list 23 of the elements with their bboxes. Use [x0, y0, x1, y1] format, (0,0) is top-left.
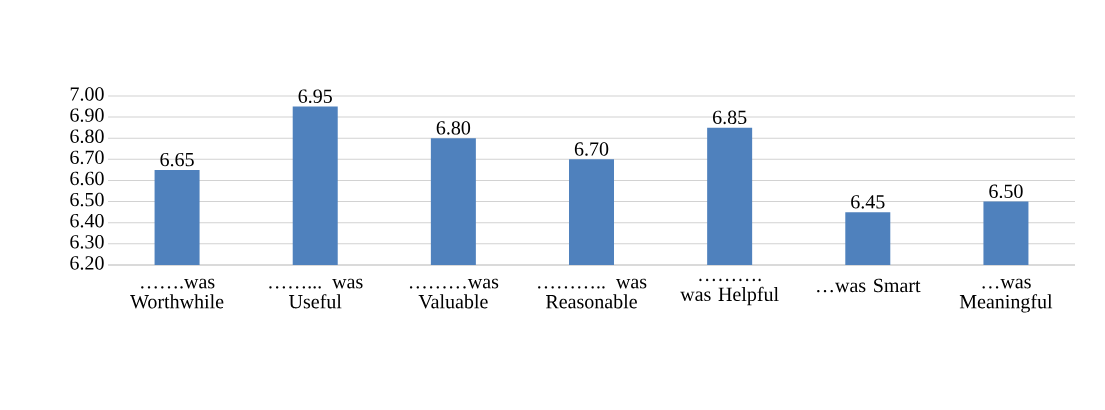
- y-tick-label: 6.80: [70, 129, 104, 144]
- y-tick-label: 6.50: [70, 192, 104, 207]
- data-label: 6.65: [160, 152, 194, 167]
- y-tick-label: 6.70: [70, 150, 104, 165]
- data-label: 6.45: [851, 195, 885, 209]
- data-label: 6.85: [713, 110, 747, 125]
- data-label: 6.95: [298, 89, 332, 104]
- x-tick-label: ……... was Useful: [269, 278, 363, 309]
- y-tick-label: 6.20: [70, 256, 104, 270]
- y-tick-label: 6.40: [70, 213, 104, 228]
- x-tick-label: ……….. was Reasonable: [538, 278, 647, 309]
- x-tick-label: ………was Valuable: [409, 278, 499, 309]
- x-tick-label: ………. was Helpful: [680, 278, 779, 306]
- data-label: 6.70: [574, 142, 609, 156]
- y-tick-label: 6.60: [70, 171, 104, 186]
- x-tick-label: …was Smart: [817, 278, 921, 293]
- x-tick-label: …….was Worthwhile: [130, 278, 224, 309]
- y-tick-label: 7.00: [70, 87, 104, 101]
- data-label: 6.50: [989, 184, 1023, 199]
- x-tick-label: …was Meaningful: [959, 278, 1053, 313]
- y-tick-label: 6.90: [70, 108, 104, 122]
- data-label: 6.80: [436, 121, 471, 135]
- y-tick-label: 6.30: [70, 235, 104, 249]
